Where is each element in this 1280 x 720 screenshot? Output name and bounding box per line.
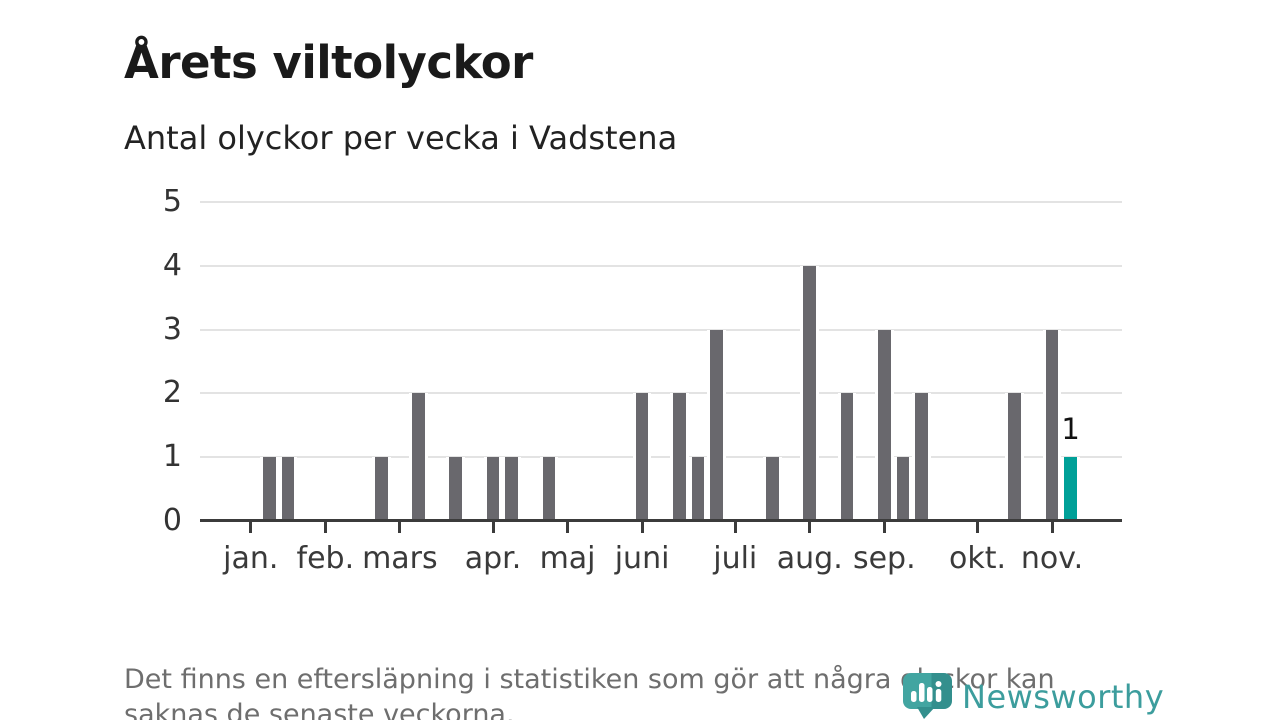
x-axis-tick: [323, 522, 327, 533]
bar: [635, 393, 649, 521]
x-axis-tick: [1050, 522, 1054, 533]
bar: [449, 456, 463, 521]
gridline: [200, 201, 1122, 204]
bar: [840, 393, 854, 521]
bar: [878, 329, 891, 521]
bar-value-label: 1: [1061, 411, 1080, 446]
x-axis-label: sep.: [852, 541, 916, 576]
newsworthy-logo: Newsworthy: [902, 672, 1164, 720]
x-axis-label: aug.: [776, 541, 843, 576]
gridline: [200, 264, 1122, 267]
gridline: [200, 392, 1122, 395]
x-axis-tick: [398, 522, 402, 533]
bar: [505, 456, 518, 521]
y-axis-label: 2: [162, 375, 182, 411]
bar: [710, 329, 723, 521]
footer-note: Det finns en eftersläpning i statistiken…: [124, 664, 1055, 720]
bar: [542, 456, 556, 521]
x-axis-tick: [975, 522, 979, 533]
bar: [691, 456, 705, 521]
x-axis-label: juni: [614, 541, 670, 576]
bar-highlighted: [1064, 456, 1077, 521]
x-axis-tick: [808, 522, 812, 533]
x-axis-label: okt.: [948, 541, 1006, 576]
bar: [673, 393, 686, 521]
gridline: [200, 328, 1122, 331]
bar: [1045, 329, 1059, 521]
y-axis-label: 4: [162, 247, 182, 283]
gridline: [200, 455, 1122, 458]
x-axis-tick: [733, 522, 737, 533]
x-axis-label: jan.: [223, 541, 279, 576]
bar: [1008, 393, 1022, 521]
x-axis-label: maj: [539, 541, 596, 576]
x-axis-label: juli: [713, 541, 758, 576]
bar: [486, 456, 500, 521]
y-axis-label: 1: [162, 438, 182, 474]
y-axis-label: 3: [162, 311, 182, 347]
x-axis-tick: [640, 522, 644, 533]
bar: [896, 456, 910, 521]
x-axis-tick: [249, 522, 253, 533]
x-axis-label: mars: [362, 541, 438, 576]
bar: [263, 456, 276, 521]
x-axis-line: [200, 519, 1122, 522]
bar: [915, 393, 928, 521]
x-axis-label: feb.: [296, 541, 355, 576]
x-axis-tick: [566, 522, 570, 533]
bar: [803, 265, 817, 521]
bar: [374, 456, 388, 521]
newsworthy-logo-icon: [903, 673, 952, 719]
x-axis-tick: [491, 522, 495, 533]
y-axis-label: 5: [162, 184, 182, 220]
x-axis-label: apr.: [464, 541, 522, 576]
bar: [281, 456, 295, 521]
chart-subtitle: Antal olyckor per vecka i Vadstena: [124, 119, 678, 157]
y-axis-label: 0: [162, 502, 182, 538]
bar: [766, 456, 779, 521]
x-axis-label: nov.: [1020, 541, 1084, 576]
newsworthy-logo-text: Newsworthy: [962, 678, 1165, 716]
page-title: Årets viltolyckor: [124, 36, 533, 90]
x-axis-tick: [882, 522, 886, 533]
bar: [412, 393, 425, 521]
